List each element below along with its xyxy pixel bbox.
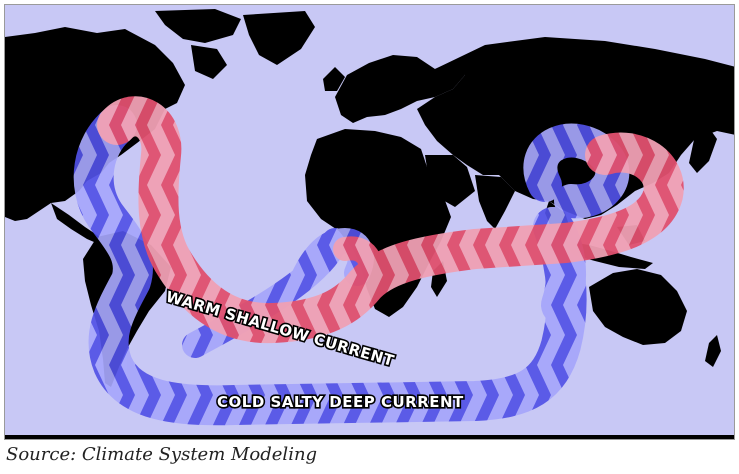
source-caption: Source: Climate System Modeling: [6, 444, 318, 465]
map-svg: WARM SHALLOW CURRENT COLD SALTY DEEP CUR…: [5, 5, 734, 439]
cold-current-label: COLD SALTY DEEP CURRENT: [217, 393, 464, 411]
warm-current-band: [97, 96, 684, 344]
world-map: WARM SHALLOW CURRENT COLD SALTY DEEP CUR…: [4, 4, 735, 440]
